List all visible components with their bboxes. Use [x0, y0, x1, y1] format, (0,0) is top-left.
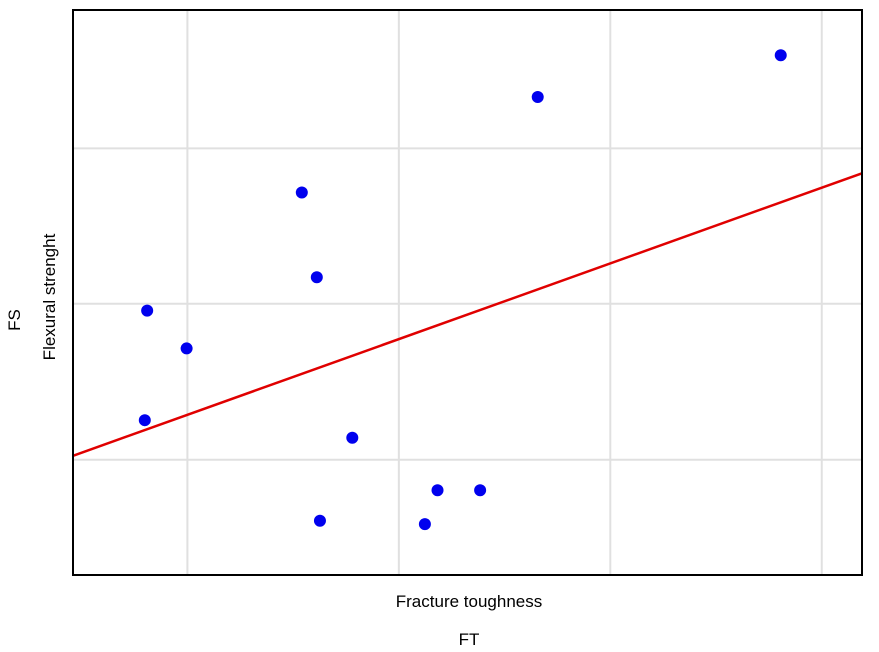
data-point-11: [774, 49, 787, 62]
plot-frame: [72, 9, 863, 576]
y-axis-symbol: FS: [5, 309, 24, 331]
x-axis-label: Fracture toughness: [395, 592, 543, 611]
data-point-9: [474, 484, 487, 497]
y-axis-label: Flexural strenght: [40, 233, 59, 361]
data-points: [138, 49, 787, 531]
data-point-6: [346, 431, 359, 444]
trendline: [72, 172, 863, 457]
data-point-4: [310, 271, 323, 284]
data-point-0: [138, 414, 151, 427]
data-point-8: [431, 484, 444, 497]
grid-lines: [73, 10, 862, 575]
data-point-10: [531, 91, 544, 104]
data-point-5: [313, 514, 326, 527]
data-point-2: [180, 342, 193, 355]
data-point-1: [141, 304, 154, 317]
data-point-7: [418, 518, 431, 531]
x-axis-symbol: FT: [458, 630, 480, 649]
trendline-group: [72, 172, 863, 457]
data-point-3: [295, 186, 308, 199]
